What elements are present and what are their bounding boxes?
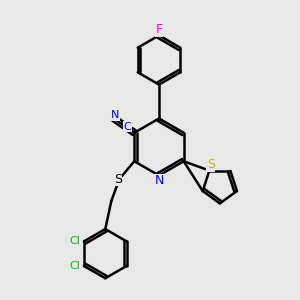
Text: Cl: Cl xyxy=(69,261,80,271)
Text: S: S xyxy=(207,158,215,171)
Text: Cl: Cl xyxy=(69,236,80,246)
Text: N: N xyxy=(111,110,119,120)
Text: S: S xyxy=(114,173,122,186)
Text: C: C xyxy=(124,122,131,132)
Text: N: N xyxy=(154,174,164,188)
Text: F: F xyxy=(155,23,163,36)
